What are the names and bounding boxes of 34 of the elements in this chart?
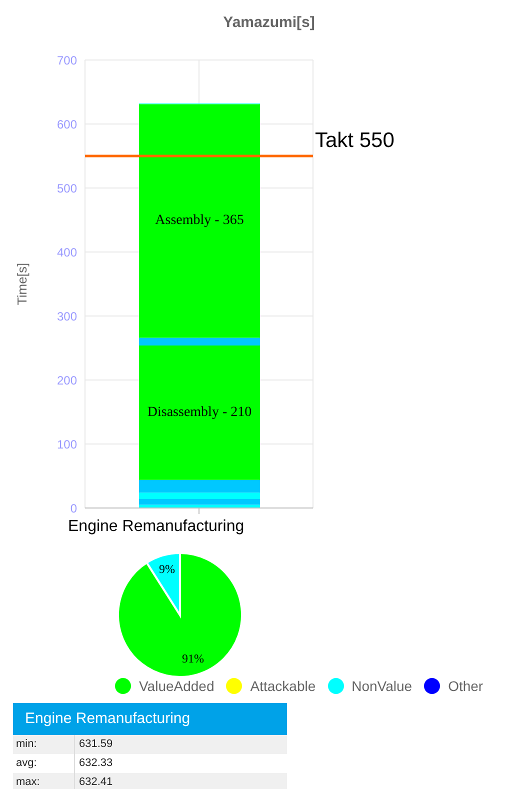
bar [139,338,260,346]
y-tick-label: 600 [56,117,78,132]
y-tick-label: 100 [56,437,78,452]
y-tick-label: 300 [56,309,78,324]
y-axis-title: Time[s] [14,262,30,306]
y-tick-label: 400 [56,245,78,260]
text: Engine Remanufacturing [13,703,287,735]
legend-label: Attackable [250,678,316,694]
pie-slice [117,552,243,678]
y-tick-label: 700 [56,53,78,68]
bar [139,499,260,505]
y-tick-label: 0 [70,501,78,516]
chart-title: Engine Remanufacturing [68,518,244,536]
bar [139,480,260,493]
text: 632.41 [78,775,113,789]
text: max: [13,773,75,789]
legend-label: Other [448,678,484,694]
series-label: Disassembly - 210 [147,404,252,420]
bar [139,104,260,338]
ref-line-label: Takt 550 [315,129,394,152]
series-label: Assembly - 365 [155,213,244,228]
y-tick-label: 200 [56,373,78,388]
text: avg: [13,754,75,773]
y-tick-label: 500 [56,181,78,196]
chart-title: Yamazumi[s] [222,14,316,31]
bar [139,345,260,480]
text: 632.33 [78,756,113,771]
text: min: [13,735,75,754]
legend-label: ValueAdded [139,678,214,694]
text: 631.59 [78,737,113,752]
bar [139,492,260,500]
data-label: 91% [182,651,204,666]
data-label: 9% [159,562,176,576]
legend-label: NonValue [352,678,412,694]
